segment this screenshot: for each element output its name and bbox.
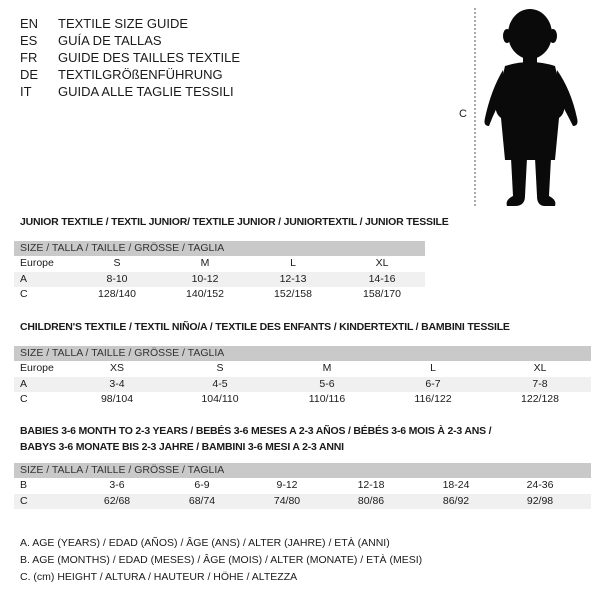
row-label: Europe xyxy=(20,362,54,374)
table-header: SIZE / TALLA / TAILLE / GRÖSSE / TAGLIA xyxy=(14,241,425,256)
lang-title: GUIDA ALLE TAGLIE TESSILI xyxy=(58,84,234,99)
legend-a: A. AGE (YEARS) / EDAD (AÑOS) / ÂGE (ANS)… xyxy=(20,537,390,549)
cell: 158/170 xyxy=(363,288,401,300)
legend-b: B. AGE (MONTHS) / EDAD (MESES) / ÂGE (MO… xyxy=(20,554,423,566)
table-row: Europe XS S M L XL xyxy=(14,361,591,377)
cell: S xyxy=(113,257,121,269)
cell: 140/152 xyxy=(186,288,224,300)
cell: 9-12 xyxy=(276,479,298,491)
child-silhouette-icon xyxy=(474,8,578,208)
row-label: Europe xyxy=(20,257,54,269)
cell: 3-6 xyxy=(109,479,125,491)
table-row: A 8-10 10-12 12-13 14-16 xyxy=(14,271,425,287)
height-measure-label: C xyxy=(459,108,467,120)
cell: L xyxy=(430,362,436,374)
babies-size-table: SIZE / TALLA / TAILLE / GRÖSSE / TAGLIA … xyxy=(14,463,591,509)
table-row: C 98/104 104/110 110/116 116/122 122/128 xyxy=(14,392,591,408)
children-size-table: SIZE / TALLA / TAILLE / GRÖSSE / TAGLIA … xyxy=(14,346,591,408)
cell: 104/110 xyxy=(201,393,239,405)
cell: 5-6 xyxy=(319,377,335,390)
cell: XL xyxy=(533,362,547,374)
table-header: SIZE / TALLA / TAILLE / GRÖSSE / TAGLIA xyxy=(14,346,591,361)
cell: 110/116 xyxy=(308,393,346,405)
babies-section-title-line2: BABYS 3-6 MONATE BIS 2-3 JAHRE / BAMBINI… xyxy=(20,441,344,453)
table-header: SIZE / TALLA / TAILLE / GRÖSSE / TAGLIA xyxy=(14,463,591,478)
lang-code: DE xyxy=(20,67,39,82)
cell: XL xyxy=(375,257,389,269)
cell: 128/140 xyxy=(98,288,136,300)
lang-code: EN xyxy=(20,16,39,31)
lang-title: GUIDE DES TAILLES TEXTILE xyxy=(58,50,241,65)
cell: 122/128 xyxy=(521,393,559,405)
cell: L xyxy=(290,257,296,269)
cell: 62/68 xyxy=(103,494,131,507)
cell: 10-12 xyxy=(191,272,219,285)
cell: 6-9 xyxy=(194,479,210,491)
row-label: B xyxy=(20,479,28,491)
cell: 80/86 xyxy=(357,494,385,507)
cell: 86/92 xyxy=(442,494,470,507)
row-label: C xyxy=(20,393,28,405)
table-row: B 3-6 6-9 9-12 12-18 18-24 24-36 xyxy=(14,478,591,494)
row-label: C xyxy=(20,494,28,507)
row-label: C xyxy=(20,288,28,300)
table-row: A 3-4 4-5 5-6 6-7 7-8 xyxy=(14,376,591,392)
table-row: Europe S M L XL xyxy=(14,256,425,272)
cell: S xyxy=(216,362,224,374)
cell: 8-10 xyxy=(106,272,128,285)
cell: M xyxy=(200,257,210,269)
junior-section-title: JUNIOR TEXTILE / TEXTIL JUNIOR/ TEXTILE … xyxy=(20,216,449,228)
cell: 24-36 xyxy=(526,479,554,491)
row-label: A xyxy=(20,377,28,390)
lang-code: ES xyxy=(20,33,38,48)
cell: 74/80 xyxy=(273,494,301,507)
cell: 7-8 xyxy=(532,377,548,390)
lang-code: FR xyxy=(20,50,38,65)
cell: 3-4 xyxy=(109,377,125,390)
cell: 116/122 xyxy=(414,393,452,405)
cell: 68/74 xyxy=(188,494,216,507)
lang-code: IT xyxy=(20,84,32,99)
cell: XS xyxy=(109,362,125,374)
lang-title: GUÍA DE TALLAS xyxy=(58,33,162,48)
cell: 92/98 xyxy=(526,494,554,507)
cell: 18-24 xyxy=(442,479,470,491)
cell: M xyxy=(322,362,332,374)
row-label: A xyxy=(20,272,28,285)
cell: 14-16 xyxy=(368,272,396,285)
child-silhouette-figure: C xyxy=(455,0,600,212)
babies-section-title-line1: BABIES 3-6 MONTH TO 2-3 YEARS / BEBÉS 3-… xyxy=(20,425,492,437)
lang-title: TEXTILE SIZE GUIDE xyxy=(58,16,189,31)
children-section-title: CHILDREN'S TEXTILE / TEXTIL NIÑO/A / TEX… xyxy=(20,321,510,333)
cell: 98/104 xyxy=(100,393,134,405)
cell: 4-5 xyxy=(212,377,228,390)
table-row: C 62/68 68/74 74/80 80/86 86/92 92/98 xyxy=(14,493,591,509)
cell: 6-7 xyxy=(425,377,441,390)
lang-title: TEXTILGRÖßENFÜHRUNG xyxy=(58,67,223,82)
cell: 12-13 xyxy=(279,272,307,285)
cell: 152/158 xyxy=(274,288,312,300)
legend-c: C. (cm) HEIGHT / ALTURA / HAUTEUR / HÖHE… xyxy=(20,571,298,583)
junior-size-table: SIZE / TALLA / TAILLE / GRÖSSE / TAGLIA … xyxy=(14,241,425,303)
table-row: C 128/140 140/152 152/158 158/170 xyxy=(14,287,425,303)
cell: 12-18 xyxy=(357,479,385,491)
